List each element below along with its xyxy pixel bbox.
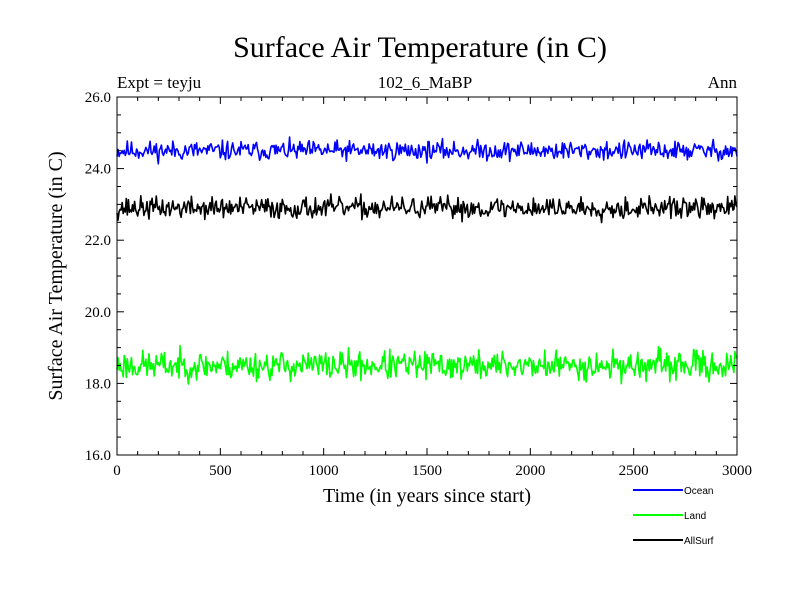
season-label: Ann <box>708 73 738 92</box>
ticks-layer: 0 500 1000 1500 2000 2500 3000 16.0 18.0 20.0 22.0… <box>85 90 752 479</box>
series-layer <box>116 136 738 385</box>
legend-label-ocean: Ocean <box>684 486 713 497</box>
series-line-land <box>116 344 738 385</box>
x-tick-label: 1000 <box>309 463 339 479</box>
legend-label-allsurf: AllSurf <box>684 536 714 547</box>
y-tick-label: 16.0 <box>85 448 111 464</box>
x-tick-label: 2500 <box>619 463 649 479</box>
y-axis-label: Surface Air Temperature (in C) <box>45 151 67 400</box>
legend: Ocean Land AllSurf <box>633 486 714 547</box>
y-tick-label: 20.0 <box>85 305 111 321</box>
y-tick-label: 26.0 <box>85 90 111 106</box>
x-tick-label: 2000 <box>515 463 545 479</box>
experiment-label: Expt = teyju <box>117 73 202 92</box>
x-tick-label: 0 <box>113 463 121 479</box>
y-tick-label: 24.0 <box>85 162 111 178</box>
chart-subtitle: 102_6_MaBP <box>378 73 472 92</box>
chart-title: Surface Air Temperature (in C) <box>233 31 607 64</box>
x-tick-label: 3000 <box>722 463 752 479</box>
y-tick-label: 22.0 <box>85 233 111 249</box>
legend-label-land: Land <box>684 511 706 522</box>
x-tick-label: 500 <box>209 463 232 479</box>
x-tick-label: 1500 <box>412 463 442 479</box>
series-line-ocean <box>116 136 738 165</box>
y-tick-label: 18.0 <box>85 376 111 392</box>
series-line-allsurf <box>116 193 738 224</box>
x-axis-label: Time (in years since start) <box>323 485 531 507</box>
